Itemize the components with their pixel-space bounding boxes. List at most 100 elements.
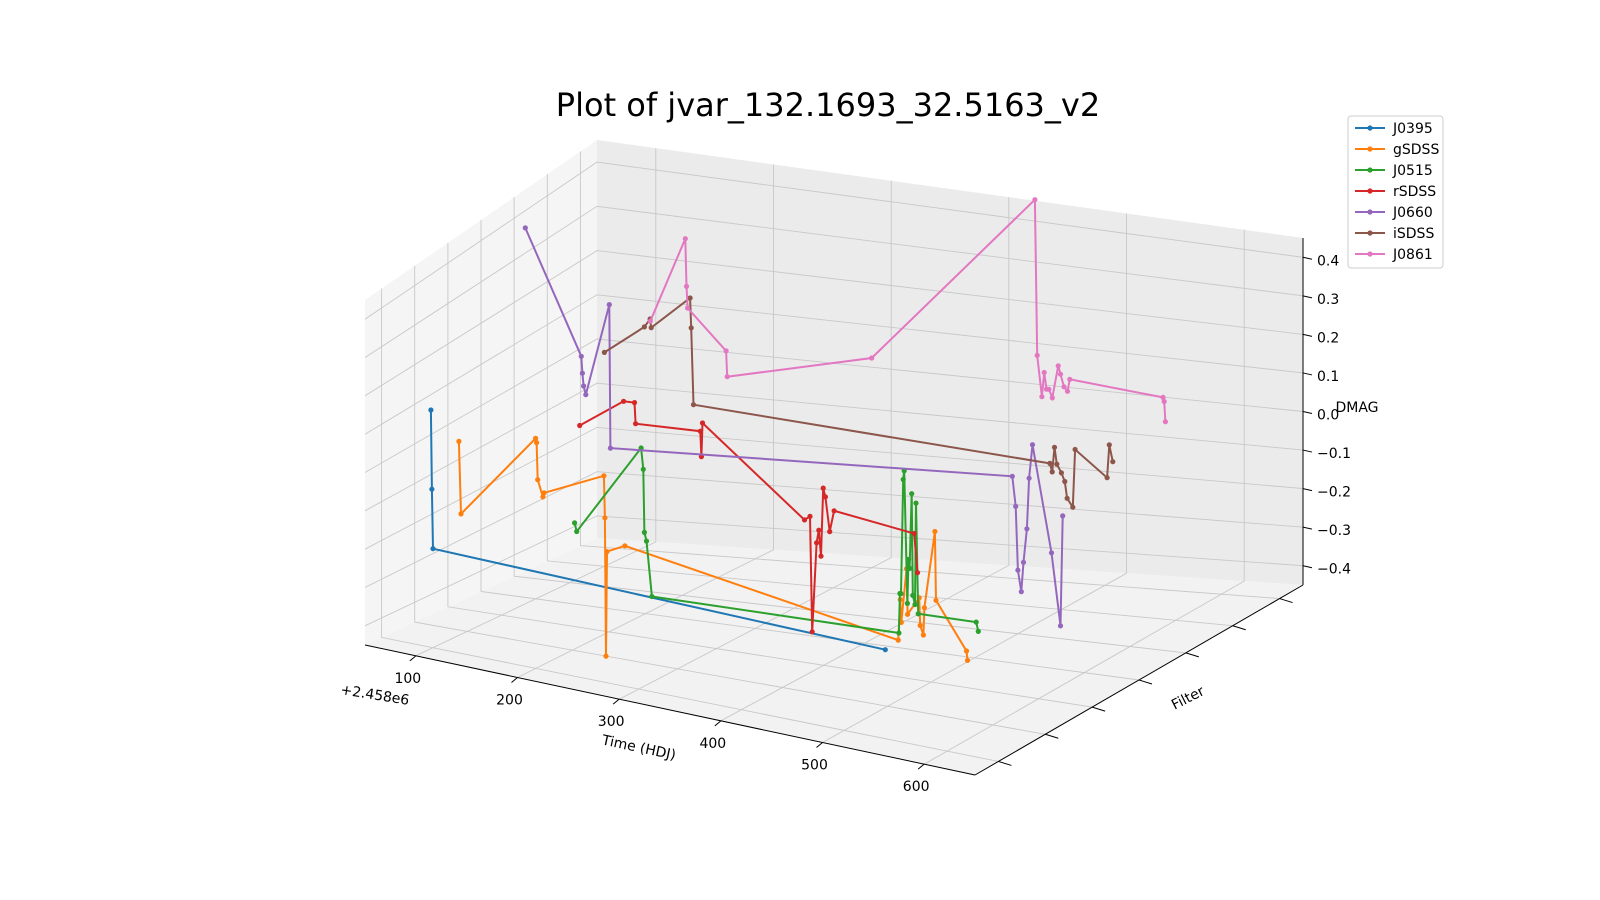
data-point — [621, 398, 627, 404]
x-gridline — [415, 148, 657, 657]
legend-item: iSDSS — [1355, 226, 1434, 242]
x-tick-label: 200 — [496, 693, 523, 709]
data-point — [809, 629, 815, 635]
data-point — [1047, 460, 1053, 466]
filter-gridline — [447, 242, 1093, 708]
data-point — [641, 324, 648, 330]
legend-item: J0395 — [1355, 121, 1433, 137]
filter-gridline — [480, 220, 1140, 681]
data-point — [801, 517, 808, 523]
data-point — [1046, 386, 1052, 392]
data-point — [964, 657, 971, 664]
data-point — [577, 422, 583, 429]
z-gridline — [364, 161, 1304, 320]
x-tick-label: 100 — [394, 671, 421, 687]
data-point — [540, 494, 546, 500]
filter-tick — [1232, 625, 1246, 631]
data-point — [458, 511, 464, 517]
data-point — [1062, 478, 1068, 485]
data-point — [641, 529, 648, 536]
data-point — [1018, 589, 1024, 595]
filter-tick — [1279, 598, 1293, 604]
data-point — [1020, 559, 1027, 565]
data-point — [690, 402, 697, 408]
z-tick-label: 0.2 — [1317, 330, 1339, 346]
z-tick-label: 0.4 — [1317, 253, 1339, 269]
data-point — [574, 528, 580, 535]
data-point — [648, 325, 654, 331]
legend-item: J0660 — [1355, 205, 1433, 221]
data-point — [723, 348, 729, 354]
x-axis-line — [364, 644, 976, 776]
z-tick — [1302, 372, 1313, 376]
data-point — [910, 592, 916, 599]
x-tick-label: 300 — [598, 714, 625, 730]
data-point — [1162, 419, 1168, 425]
z-tick — [1302, 565, 1313, 569]
data-point — [622, 543, 628, 549]
data-point — [818, 553, 824, 559]
data-point — [1054, 461, 1060, 467]
data-point — [533, 435, 539, 441]
z-tick — [1302, 333, 1313, 337]
legend-item: J0861 — [1355, 247, 1433, 263]
data-point — [1051, 444, 1058, 450]
data-point — [633, 421, 639, 427]
x-tick-label: 400 — [699, 736, 726, 752]
data-point — [583, 392, 589, 398]
data-point — [1072, 446, 1078, 453]
filter-gridline — [579, 151, 1280, 600]
data-point — [631, 400, 638, 406]
z-gridline — [364, 250, 1304, 397]
z-tick — [1302, 488, 1313, 492]
data-point — [1110, 459, 1116, 465]
x-tick — [612, 698, 620, 705]
data-point — [882, 647, 888, 653]
x-tick — [917, 763, 925, 770]
data-point — [1026, 475, 1032, 481]
series-line — [649, 197, 1167, 422]
x-tick — [816, 742, 823, 748]
data-point — [1049, 395, 1055, 401]
data-point — [581, 383, 587, 389]
data-point — [697, 428, 703, 434]
plot-series — [428, 197, 1168, 664]
z-tick-label: −0.4 — [1317, 562, 1351, 578]
data-point — [602, 515, 608, 521]
data-point — [895, 637, 901, 643]
data-point — [429, 486, 435, 492]
axes-grid — [364, 148, 1304, 765]
z-tick — [1302, 295, 1313, 299]
x-gridline — [517, 164, 774, 678]
data-point — [1160, 394, 1166, 400]
legend-label: J0395 — [1392, 121, 1433, 137]
z-tick-label: 0.3 — [1317, 292, 1339, 308]
series-line — [429, 409, 886, 651]
data-point — [699, 420, 706, 426]
data-point — [827, 529, 833, 535]
filter-gridline — [546, 174, 1233, 627]
z-axis-label: DMAG — [1335, 400, 1378, 416]
filter-tick — [1138, 679, 1153, 685]
data-point — [932, 528, 938, 535]
data-point — [578, 353, 584, 359]
data-point — [1049, 469, 1055, 475]
data-point — [1058, 470, 1064, 476]
x-tick — [511, 677, 518, 683]
data-point — [1034, 352, 1040, 358]
data-point — [572, 520, 578, 526]
data-point — [1057, 371, 1064, 377]
data-point — [904, 600, 911, 607]
z-tick-label: −0.1 — [1317, 446, 1351, 462]
filter-tick — [1185, 652, 1200, 658]
z-gridline — [364, 515, 1304, 627]
data-point — [682, 236, 688, 242]
legend-label: J0861 — [1392, 247, 1433, 263]
data-point — [912, 601, 918, 608]
data-point — [1064, 388, 1071, 394]
data-point — [1013, 503, 1019, 509]
data-point — [1064, 495, 1070, 501]
data-point — [604, 549, 610, 555]
data-point — [973, 619, 979, 625]
